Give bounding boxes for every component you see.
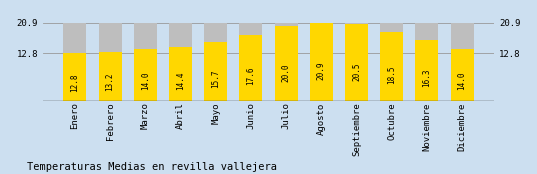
Bar	[380, 32, 403, 101]
Text: 12.8: 12.8	[70, 73, 79, 92]
Bar	[451, 49, 474, 101]
Bar	[134, 23, 157, 101]
Bar	[380, 23, 403, 101]
Text: 20.9: 20.9	[317, 62, 326, 80]
Bar	[274, 23, 297, 101]
Text: 17.6: 17.6	[246, 67, 256, 85]
Bar	[345, 24, 368, 101]
Bar	[240, 35, 263, 101]
Bar	[416, 23, 438, 101]
Bar	[63, 53, 86, 101]
Bar	[169, 47, 192, 101]
Bar	[240, 23, 263, 101]
Bar	[274, 26, 297, 101]
Bar	[204, 42, 227, 101]
Bar	[134, 49, 157, 101]
Bar	[63, 23, 86, 101]
Text: 20.0: 20.0	[281, 63, 291, 82]
Text: 20.5: 20.5	[352, 62, 361, 81]
Bar	[99, 23, 121, 101]
Bar	[204, 23, 227, 101]
Bar	[99, 52, 121, 101]
Text: 13.2: 13.2	[106, 73, 114, 91]
Text: 14.0: 14.0	[458, 72, 467, 90]
Bar	[345, 23, 368, 101]
Text: 18.5: 18.5	[387, 65, 396, 84]
Text: 15.7: 15.7	[211, 69, 220, 88]
Text: 14.0: 14.0	[141, 72, 150, 90]
Text: Temperaturas Medias en revilla vallejera: Temperaturas Medias en revilla vallejera	[27, 162, 277, 172]
Bar	[310, 23, 333, 101]
Bar	[451, 23, 474, 101]
Bar	[310, 23, 333, 101]
Bar	[416, 40, 438, 101]
Bar	[169, 23, 192, 101]
Text: 16.3: 16.3	[423, 69, 431, 87]
Text: 14.4: 14.4	[176, 71, 185, 90]
